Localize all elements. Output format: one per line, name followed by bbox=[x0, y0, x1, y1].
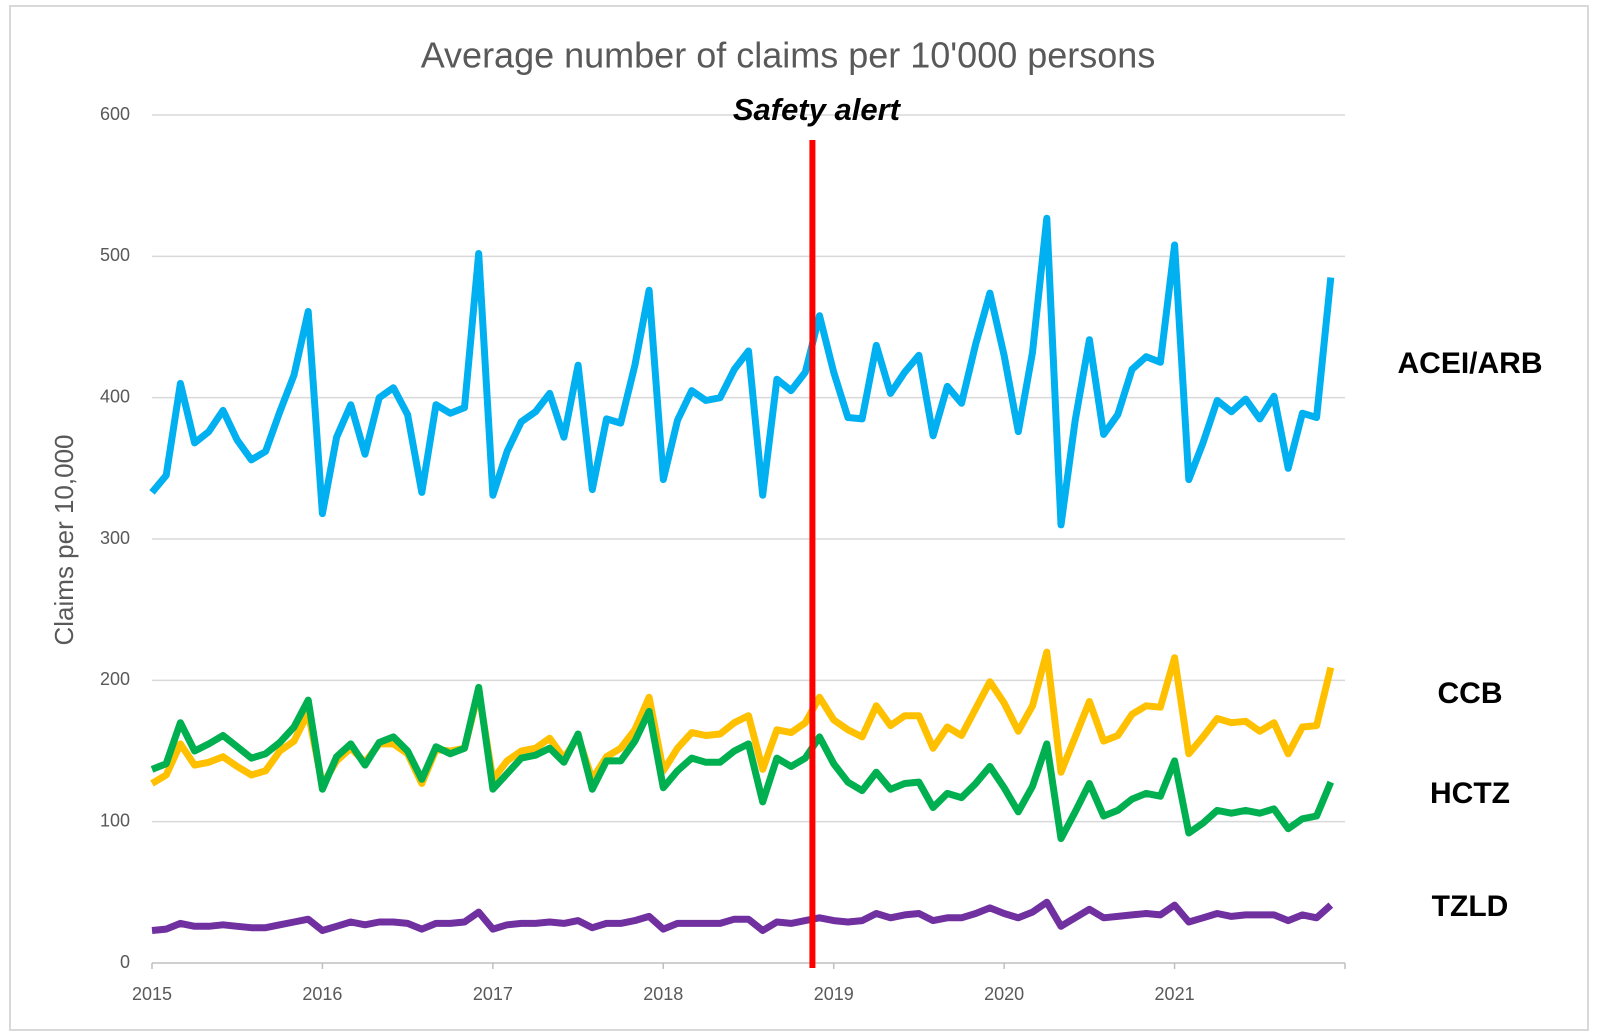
x-tick-label: 2015 bbox=[132, 984, 172, 1004]
chart-border bbox=[9, 5, 1589, 1031]
y-axis-label: Claims per 10,000 bbox=[49, 435, 79, 646]
series-line bbox=[149, 214, 1335, 529]
x-tick-label: 2016 bbox=[302, 984, 342, 1004]
x-tick-label: 2019 bbox=[814, 984, 854, 1004]
y-tick-label: 400 bbox=[100, 386, 130, 406]
y-tick-label: 500 bbox=[100, 245, 130, 265]
x-tick-label: 2020 bbox=[984, 984, 1024, 1004]
x-tick-label: 2018 bbox=[643, 984, 683, 1004]
y-tick-label: 100 bbox=[100, 810, 130, 830]
y-tick-label: 0 bbox=[120, 952, 130, 972]
series-label: CCB bbox=[1438, 677, 1503, 710]
series-label: TZLD bbox=[1432, 890, 1509, 923]
series-line bbox=[150, 683, 1335, 843]
annotation-text: Safety alert bbox=[733, 92, 902, 127]
y-tick-label: 200 bbox=[100, 669, 130, 689]
y-tick-label: 600 bbox=[100, 104, 130, 124]
x-tick-label: 2021 bbox=[1155, 984, 1195, 1004]
y-tick-label: 300 bbox=[100, 528, 130, 548]
series-line bbox=[151, 898, 1334, 934]
series-label: HCTZ bbox=[1430, 777, 1510, 810]
series-label: ACEI/ARB bbox=[1397, 347, 1542, 380]
chart-title: Average number of claims per 10'000 pers… bbox=[421, 35, 1156, 76]
x-tick-label: 2017 bbox=[473, 984, 513, 1004]
